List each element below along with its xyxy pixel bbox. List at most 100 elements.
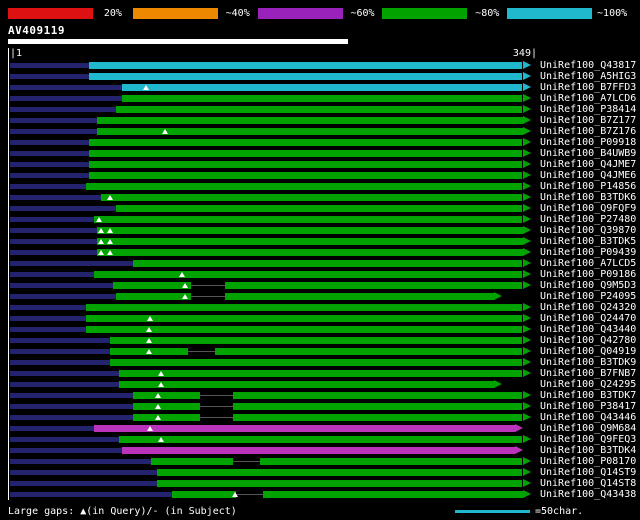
- alignment-bar[interactable]: [96, 128, 523, 135]
- hit-label[interactable]: UniRef100_Q4JME7: [540, 159, 637, 170]
- unaligned-query-lead: [10, 349, 111, 354]
- query-gap-triangle-icon: [157, 437, 164, 442]
- hit-label[interactable]: UniRef100_Q9FEQ3: [540, 434, 637, 445]
- hit-label[interactable]: UniRef100_B7FFD3: [540, 82, 637, 93]
- arrowhead-icon: [522, 171, 531, 179]
- alignment-bar[interactable]: [89, 73, 523, 80]
- query-gap-triangle-icon: [147, 316, 154, 321]
- alignment-bar[interactable]: [96, 227, 523, 234]
- alignment-bar[interactable]: [122, 84, 523, 91]
- hit-label[interactable]: UniRef100_P38414: [540, 104, 637, 115]
- query-gap-triangle-icon: [145, 349, 152, 354]
- query-name: AV409119: [8, 24, 65, 37]
- hit-label[interactable]: UniRef100_B3TDK7: [540, 390, 637, 401]
- hit-label[interactable]: UniRef100_Q43440: [540, 324, 637, 335]
- alignment-bar[interactable]: [171, 491, 523, 498]
- hit-label[interactable]: UniRef100_P08170: [540, 456, 637, 467]
- hit-label[interactable]: UniRef100_Q14ST9: [540, 467, 637, 478]
- alignment-bar[interactable]: [89, 172, 523, 179]
- arrowhead-icon: [522, 215, 531, 223]
- hit-track: [9, 82, 537, 93]
- alignment-bar[interactable]: [132, 414, 523, 421]
- hit-label[interactable]: UniRef100_P09186: [540, 269, 637, 280]
- hit-label[interactable]: UniRef100_Q43438: [540, 489, 637, 500]
- hit-label[interactable]: UniRef100_Q42780: [540, 335, 637, 346]
- alignment-bar[interactable]: [122, 95, 523, 102]
- query-gap-triangle-icon: [106, 195, 113, 200]
- alignment-bar[interactable]: [89, 150, 523, 157]
- hit-label[interactable]: UniRef100_B3TDK4: [540, 445, 637, 456]
- hit-label[interactable]: UniRef100_A7LCD5: [540, 258, 637, 269]
- arrowhead-icon: [522, 490, 531, 498]
- alignment-bar[interactable]: [89, 62, 523, 69]
- alignment-bar[interactable]: [116, 106, 523, 113]
- alignment-bar[interactable]: [93, 216, 523, 223]
- alignment-bar[interactable]: [119, 381, 495, 388]
- alignment-bar[interactable]: [132, 260, 523, 267]
- alignment-bar[interactable]: [110, 348, 523, 355]
- alignment-bar[interactable]: [93, 425, 516, 432]
- alignment-bar[interactable]: [96, 117, 523, 124]
- alignment-bar[interactable]: [86, 315, 523, 322]
- hit-track: [9, 258, 537, 269]
- hit-label[interactable]: UniRef100_B7Z177: [540, 115, 637, 126]
- hit-label[interactable]: UniRef100_Q9M5D3: [540, 280, 637, 291]
- alignment-bar[interactable]: [89, 139, 523, 146]
- alignment-bar[interactable]: [86, 326, 523, 333]
- hit-label[interactable]: UniRef100_Q24320: [540, 302, 637, 313]
- hit-label[interactable]: UniRef100_Q9M684: [540, 423, 637, 434]
- hit-label[interactable]: UniRef100_Q39870: [540, 225, 637, 236]
- hit-label[interactable]: UniRef100_B7Z176: [540, 126, 637, 137]
- alignment-bar[interactable]: [122, 447, 515, 454]
- hit-label[interactable]: UniRef100_B3TDK6: [540, 192, 637, 203]
- hit-label[interactable]: UniRef100_P24095: [540, 291, 637, 302]
- alignment-bar[interactable]: [96, 238, 523, 245]
- hit-label[interactable]: UniRef100_Q24470: [540, 313, 637, 324]
- alignment-bar[interactable]: [116, 205, 523, 212]
- hit-label[interactable]: UniRef100_P14856: [540, 181, 637, 192]
- alignment-bar[interactable]: [119, 436, 523, 443]
- alignment-bar[interactable]: [93, 271, 523, 278]
- alignment-bar[interactable]: [119, 370, 523, 377]
- alignment-bar[interactable]: [150, 458, 523, 465]
- alignment-bar[interactable]: [89, 161, 523, 168]
- alignment-bar[interactable]: [110, 337, 523, 344]
- alignment-bar[interactable]: [110, 359, 523, 366]
- hit-label[interactable]: UniRef100_B7FNB7: [540, 368, 637, 379]
- hit-label[interactable]: UniRef100_B3TDK5: [540, 236, 637, 247]
- alignment-bar[interactable]: [113, 282, 523, 289]
- hit-label[interactable]: UniRef100_A7LCD6: [540, 93, 637, 104]
- hit-track: [9, 401, 537, 412]
- alignment-bar[interactable]: [132, 392, 523, 399]
- alignment-bar[interactable]: [86, 183, 523, 190]
- hit-label[interactable]: UniRef100_P09439: [540, 247, 637, 258]
- alignment-bar[interactable]: [101, 194, 523, 201]
- hit-label[interactable]: UniRef100_A5HIG3: [540, 71, 637, 82]
- hit-row: UniRef100_B3TDK7: [9, 390, 640, 401]
- hit-label[interactable]: UniRef100_B3TDK9: [540, 357, 637, 368]
- hit-label[interactable]: UniRef100_Q43817: [540, 60, 637, 71]
- hit-label[interactable]: UniRef100_Q24295: [540, 379, 637, 390]
- hit-label[interactable]: UniRef100_Q9FQF9: [540, 203, 637, 214]
- hit-row: UniRef100_B3TDK4: [9, 445, 640, 456]
- arrowhead-icon: [522, 226, 531, 234]
- scale-line-icon: [455, 510, 530, 513]
- hit-label[interactable]: UniRef100_Q4JME6: [540, 170, 637, 181]
- alignment-bar[interactable]: [86, 304, 523, 311]
- alignment-bar[interactable]: [96, 249, 523, 256]
- unaligned-query-lead: [10, 184, 87, 189]
- hit-label[interactable]: UniRef100_P38417: [540, 401, 637, 412]
- alignment-bar[interactable]: [156, 469, 523, 476]
- hit-label[interactable]: UniRef100_P09918: [540, 137, 637, 148]
- query-gap-triangle-icon: [145, 338, 152, 343]
- unaligned-query-lead: [10, 327, 87, 332]
- hit-label[interactable]: UniRef100_Q04919: [540, 346, 637, 357]
- hit-label[interactable]: UniRef100_B4UWB9: [540, 148, 637, 159]
- hit-label[interactable]: UniRef100_Q43446: [540, 412, 637, 423]
- alignment-bar[interactable]: [116, 293, 495, 300]
- hit-track: [9, 324, 537, 335]
- alignment-bar[interactable]: [156, 480, 523, 487]
- alignment-bar[interactable]: [132, 403, 523, 410]
- hit-label[interactable]: UniRef100_P27480: [540, 214, 637, 225]
- hit-label[interactable]: UniRef100_Q14ST8: [540, 478, 637, 489]
